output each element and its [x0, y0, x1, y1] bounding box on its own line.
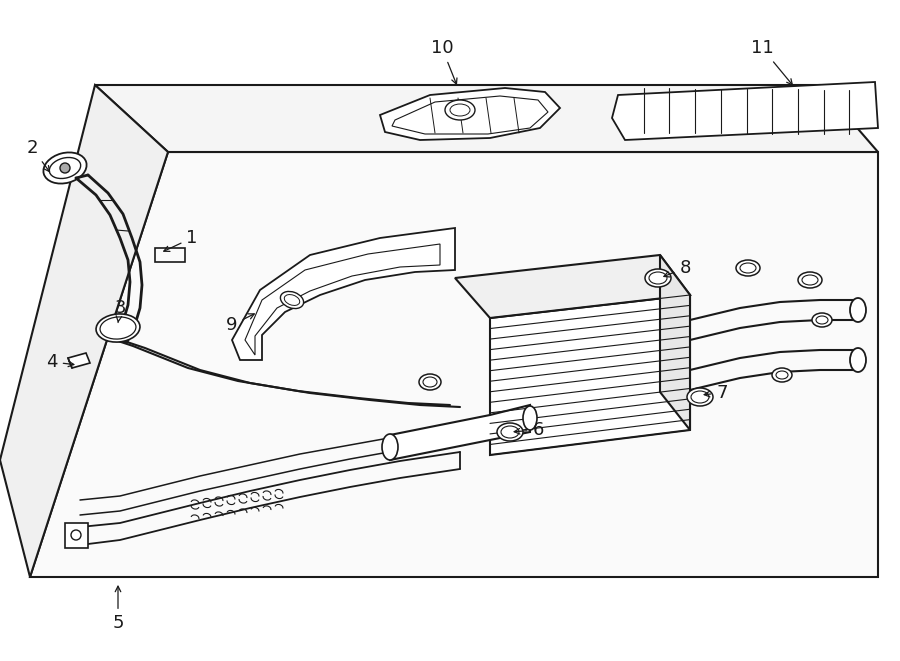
- Ellipse shape: [816, 316, 828, 324]
- Ellipse shape: [850, 348, 866, 372]
- Ellipse shape: [450, 104, 470, 116]
- Ellipse shape: [740, 263, 756, 273]
- Text: 4: 4: [46, 353, 74, 371]
- Ellipse shape: [96, 314, 140, 342]
- Text: 5: 5: [112, 586, 124, 632]
- Ellipse shape: [802, 275, 818, 285]
- Ellipse shape: [645, 269, 671, 287]
- Ellipse shape: [687, 388, 713, 406]
- Polygon shape: [390, 405, 530, 460]
- Text: 3: 3: [114, 299, 126, 323]
- Ellipse shape: [419, 374, 441, 390]
- Ellipse shape: [691, 391, 709, 403]
- Text: 1: 1: [164, 229, 198, 251]
- Text: 10: 10: [431, 39, 457, 84]
- Ellipse shape: [736, 260, 760, 276]
- Ellipse shape: [445, 100, 475, 120]
- Ellipse shape: [423, 377, 437, 387]
- Ellipse shape: [43, 153, 86, 184]
- Polygon shape: [65, 523, 88, 548]
- Polygon shape: [0, 85, 168, 577]
- Ellipse shape: [649, 272, 667, 284]
- Ellipse shape: [497, 423, 523, 441]
- Ellipse shape: [71, 530, 81, 540]
- Ellipse shape: [284, 295, 300, 305]
- Ellipse shape: [523, 406, 537, 430]
- Ellipse shape: [281, 292, 303, 309]
- Ellipse shape: [776, 371, 788, 379]
- Text: 7: 7: [704, 384, 728, 402]
- Text: 6: 6: [514, 421, 544, 439]
- Polygon shape: [232, 228, 455, 360]
- Ellipse shape: [812, 313, 832, 327]
- Ellipse shape: [798, 272, 822, 288]
- Polygon shape: [455, 255, 690, 318]
- Ellipse shape: [772, 368, 792, 382]
- Polygon shape: [95, 85, 878, 152]
- Polygon shape: [612, 82, 878, 140]
- Polygon shape: [68, 353, 90, 368]
- Ellipse shape: [50, 157, 81, 178]
- Polygon shape: [660, 255, 690, 430]
- Polygon shape: [490, 295, 690, 455]
- Ellipse shape: [60, 163, 70, 173]
- Ellipse shape: [850, 298, 866, 322]
- Ellipse shape: [501, 426, 519, 438]
- Text: 11: 11: [751, 39, 792, 85]
- Ellipse shape: [100, 317, 136, 339]
- Polygon shape: [30, 152, 878, 577]
- Text: 8: 8: [664, 259, 690, 277]
- Text: 2: 2: [26, 139, 50, 172]
- Polygon shape: [380, 88, 560, 140]
- Ellipse shape: [382, 434, 398, 460]
- Text: 9: 9: [226, 314, 255, 334]
